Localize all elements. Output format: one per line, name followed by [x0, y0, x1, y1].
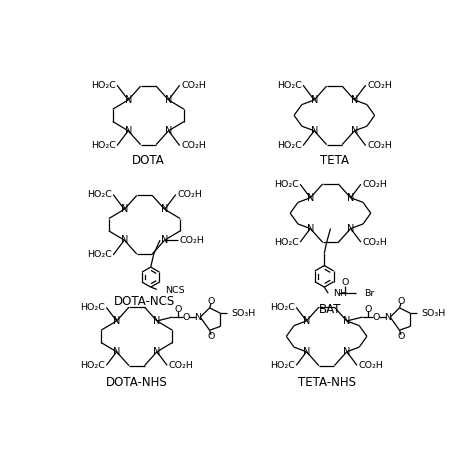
Text: HO₂C: HO₂C [87, 250, 112, 260]
Text: N: N [310, 126, 318, 136]
Text: N: N [303, 316, 310, 326]
Text: CO₂H: CO₂H [181, 141, 206, 150]
Text: N: N [351, 126, 358, 136]
Text: N: N [161, 204, 168, 214]
Text: NH: NH [334, 289, 347, 298]
Text: CO₂H: CO₂H [367, 141, 392, 150]
Text: DOTA-NCS: DOTA-NCS [114, 295, 175, 308]
Text: N: N [121, 204, 128, 214]
Text: N: N [113, 347, 120, 357]
Text: O: O [342, 278, 349, 287]
Text: BAT: BAT [319, 303, 342, 316]
Text: HO₂C: HO₂C [277, 81, 301, 90]
Text: N: N [125, 126, 132, 136]
Text: N: N [347, 224, 355, 234]
Text: HO₂C: HO₂C [91, 141, 116, 150]
Text: N: N [125, 95, 132, 105]
Text: HO₂C: HO₂C [273, 237, 299, 247]
Text: N: N [343, 347, 350, 357]
Text: Br: Br [364, 289, 374, 298]
Text: N: N [161, 235, 168, 245]
Text: CO₂H: CO₂H [181, 81, 206, 90]
Text: CO₂H: CO₂H [169, 361, 193, 370]
Text: N: N [307, 224, 314, 234]
Text: N: N [165, 95, 172, 105]
Text: N: N [303, 347, 310, 357]
Text: SO₃H: SO₃H [231, 309, 255, 318]
Text: N: N [351, 95, 358, 105]
Text: O: O [397, 297, 405, 306]
Text: N: N [165, 126, 172, 136]
Text: HO₂C: HO₂C [91, 81, 116, 90]
Text: HO₂C: HO₂C [270, 303, 295, 312]
Text: HO₂C: HO₂C [80, 361, 105, 370]
Text: DOTA: DOTA [132, 154, 165, 166]
Text: TETA-NHS: TETA-NHS [298, 376, 356, 389]
Text: N: N [307, 193, 314, 203]
Text: HO₂C: HO₂C [277, 141, 301, 150]
Text: DOTA-NHS: DOTA-NHS [106, 376, 168, 389]
Text: N: N [194, 313, 201, 322]
Text: N: N [153, 316, 161, 326]
Text: O: O [364, 305, 372, 314]
Text: NCS: NCS [164, 286, 184, 296]
Text: O: O [174, 305, 182, 314]
Text: O: O [397, 332, 405, 341]
Text: HO₂C: HO₂C [270, 361, 295, 370]
Text: TETA: TETA [320, 154, 349, 166]
Text: CO₂H: CO₂H [179, 236, 204, 245]
Text: N: N [310, 95, 318, 105]
Text: N: N [347, 193, 355, 203]
Text: HO₂C: HO₂C [87, 190, 112, 199]
Text: N: N [153, 347, 161, 357]
Text: CO₂H: CO₂H [358, 361, 383, 370]
Text: HO₂C: HO₂C [273, 180, 299, 189]
Text: CO₂H: CO₂H [363, 180, 387, 189]
Text: SO₃H: SO₃H [421, 309, 446, 318]
Text: O: O [182, 313, 190, 322]
Text: N: N [121, 235, 128, 245]
Text: HO₂C: HO₂C [80, 303, 105, 312]
Text: N: N [113, 316, 120, 326]
Text: O: O [373, 313, 380, 322]
Text: O: O [208, 297, 215, 306]
Text: N: N [343, 316, 350, 326]
Text: N: N [384, 313, 392, 322]
Text: CO₂H: CO₂H [367, 81, 392, 90]
Text: CO₂H: CO₂H [363, 237, 387, 247]
Text: CO₂H: CO₂H [177, 190, 202, 199]
Text: O: O [208, 332, 215, 341]
